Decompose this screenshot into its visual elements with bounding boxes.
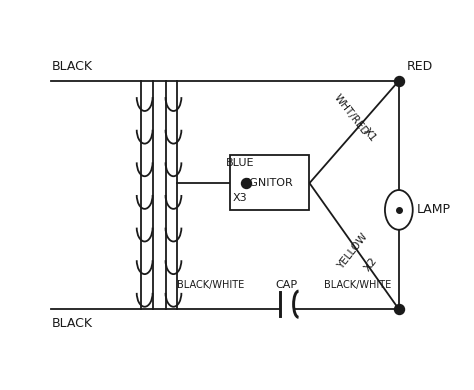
Text: X3: X3 <box>233 193 247 203</box>
Text: X1: X1 <box>362 126 378 144</box>
Text: X2: X2 <box>363 255 380 273</box>
Text: WHT/RED: WHT/RED <box>332 93 370 138</box>
Ellipse shape <box>385 190 413 230</box>
Text: BLACK/WHITE: BLACK/WHITE <box>177 280 244 290</box>
Bar <box>230 155 310 210</box>
Text: BLUE: BLUE <box>226 158 254 168</box>
Text: IGNITOR: IGNITOR <box>246 177 293 188</box>
Text: BLACK: BLACK <box>51 317 92 330</box>
Text: YELLOW: YELLOW <box>336 232 370 271</box>
Text: BLACK/WHITE: BLACK/WHITE <box>324 280 391 290</box>
Text: CAP: CAP <box>275 280 298 290</box>
Text: BLACK: BLACK <box>51 60 92 73</box>
Text: RED: RED <box>407 60 433 73</box>
Text: LAMP: LAMP <box>417 204 451 216</box>
